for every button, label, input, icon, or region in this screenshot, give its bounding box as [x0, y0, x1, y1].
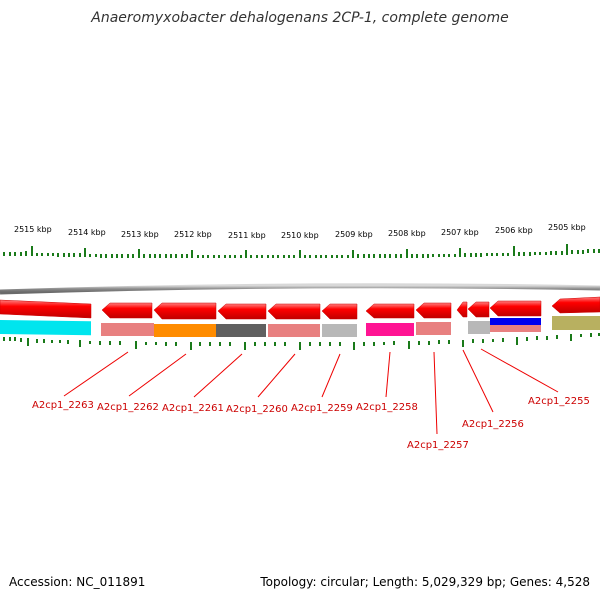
gene-arrow	[217, 303, 267, 320]
feature-bars	[0, 316, 600, 337]
leader-line	[433, 351, 438, 435]
gene-arrows	[0, 296, 600, 320]
gene-arrow	[153, 302, 217, 320]
gene-arrow	[415, 302, 452, 319]
gene-arrow	[365, 303, 415, 319]
gene-label: A2cp1_2258	[356, 402, 418, 413]
map-title: Anaeromyxobacter dehalogenans 2CP-1, com…	[91, 10, 509, 26]
gene-label: A2cp1_2262	[97, 402, 159, 413]
gene-arrow	[456, 301, 468, 318]
gene-label: A2cp1_2256	[462, 419, 524, 430]
gene-arrow	[489, 300, 542, 317]
top-tick-row	[3, 244, 600, 258]
gene-label-leaders	[63, 348, 559, 435]
gene-label: A2cp1_2257	[407, 440, 469, 451]
feature-bar-blue	[490, 318, 541, 325]
gene-label: A2cp1_2260	[226, 404, 288, 415]
feature-bar-dark-gray	[216, 324, 266, 337]
leader-line	[462, 349, 494, 413]
accession-text: Accession: NC_011891	[9, 575, 146, 589]
feature-bar-light-gray	[322, 324, 357, 337]
genome-backbone	[0, 283, 600, 295]
leader-line	[128, 353, 187, 397]
gene-label: A2cp1_2261	[162, 403, 224, 414]
gene-label: A2cp1_2263	[32, 400, 94, 411]
gene-arrow	[551, 296, 600, 314]
gene-label: A2cp1_2255	[528, 396, 590, 407]
kbp-label: 2513 kbp	[121, 230, 159, 239]
gene-arrow	[321, 303, 358, 320]
leader-line	[257, 353, 296, 398]
feature-bar-magenta	[366, 323, 414, 336]
feature-bar-olive	[552, 316, 600, 330]
gene-arrow	[467, 301, 490, 318]
feature-bar-salmon	[490, 325, 541, 332]
kbp-label: 2508 kbp	[388, 229, 426, 238]
gene-labels: A2cp1_2263 A2cp1_2262 A2cp1_2261 A2cp1_2…	[32, 396, 590, 451]
kbp-scale: 2515 kbp 2514 kbp 2513 kbp 2512 kbp 2511…	[14, 223, 586, 240]
feature-bar-orange	[154, 324, 216, 337]
bottom-tick-row	[3, 333, 600, 350]
kbp-label: 2510 kbp	[281, 231, 319, 240]
leader-line	[321, 353, 341, 398]
kbp-label: 2512 kbp	[174, 230, 212, 239]
gene-arrow	[0, 299, 92, 319]
topology-text: Topology: circular; Length: 5,029,329 bp…	[260, 575, 590, 589]
kbp-label: 2506 kbp	[495, 226, 533, 235]
feature-bar-salmon	[101, 323, 154, 336]
leader-line	[480, 348, 559, 393]
kbp-label: 2505 kbp	[548, 223, 586, 232]
kbp-label: 2511 kbp	[228, 231, 266, 240]
feature-bar-salmon	[416, 322, 451, 335]
gene-label: A2cp1_2259	[291, 403, 353, 414]
leader-line	[385, 351, 391, 398]
kbp-label: 2507 kbp	[441, 228, 479, 237]
feature-bar-salmon	[268, 324, 320, 337]
leader-line	[193, 353, 243, 398]
kbp-label: 2514 kbp	[68, 228, 106, 237]
gene-arrow	[267, 303, 321, 320]
kbp-label: 2509 kbp	[335, 230, 373, 239]
feature-bar-cyan	[0, 320, 91, 336]
gene-arrow	[101, 302, 153, 319]
leader-line	[63, 351, 129, 397]
kbp-label: 2515 kbp	[14, 225, 52, 234]
feature-bar-light-gray	[468, 321, 490, 334]
